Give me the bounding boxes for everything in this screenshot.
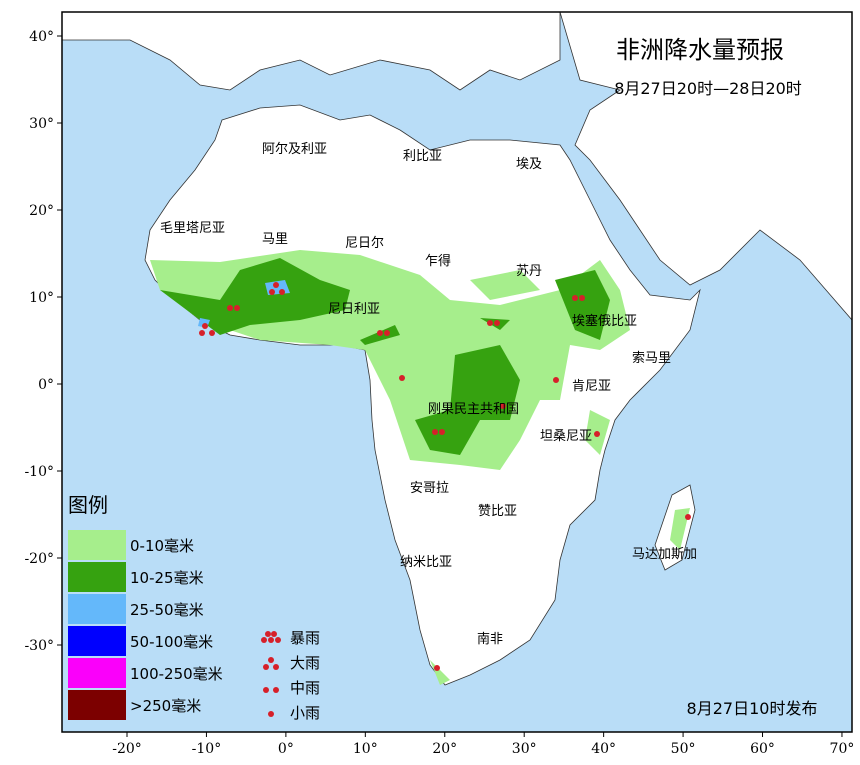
symbol-label: 中雨: [290, 679, 320, 697]
legend-label: 25-50毫米: [130, 601, 204, 619]
country-label: 索马里: [632, 351, 671, 366]
legend-swatch: [68, 530, 126, 560]
legend-label: 50-100毫米: [130, 633, 213, 651]
issued-note: 8月27日10时发布: [687, 699, 818, 718]
asia: [559, 12, 852, 321]
x-tick-label: -10°: [192, 741, 222, 757]
country-label: 安哥拉: [410, 481, 449, 496]
symbol-label: 暴雨: [290, 629, 320, 647]
legend-swatch: [68, 690, 126, 720]
x-tick-label: 30°: [512, 741, 537, 757]
country-label: 埃塞俄比亚: [572, 313, 637, 329]
x-tick-label: 0°: [278, 741, 294, 757]
issued-box: [668, 697, 848, 727]
x-tick-label: 40°: [591, 741, 616, 757]
legend-label: 10-25毫米: [130, 569, 204, 587]
symbol-icons: [261, 631, 281, 717]
frame: [61, 11, 853, 733]
country-label: 阿尔及利亚: [262, 142, 327, 157]
symbol-label: 大雨: [290, 654, 320, 672]
legend-swatch: [68, 562, 126, 592]
country-label: 赞比亚: [478, 504, 517, 519]
symbol-label: 小雨: [290, 704, 320, 722]
y-tick-label: 30°: [29, 116, 54, 132]
legend-swatch: [68, 594, 126, 624]
country-label: 马达加斯加: [632, 547, 697, 562]
y-tick-label: -30°: [24, 638, 54, 654]
x-tick-label: -20°: [112, 741, 142, 757]
y-tick-label: 20°: [29, 203, 54, 219]
country-label: 尼日尔: [345, 236, 384, 251]
country-label: 南非: [477, 631, 503, 647]
legend-swatch: [68, 658, 126, 688]
y-tick-label: 10°: [29, 290, 54, 306]
y-tick-label: -10°: [24, 464, 54, 480]
country-label: 刚果民主共和国: [428, 402, 519, 417]
legend-label: >250毫米: [130, 697, 201, 715]
country-label: 纳米比亚: [400, 555, 452, 570]
legend-label: 0-10毫米: [130, 537, 194, 555]
europe: [62, 12, 561, 91]
country-label: 尼日利亚: [328, 302, 380, 317]
legend-label: 100-250毫米: [130, 665, 223, 683]
country-label: 毛里塔尼亚: [160, 221, 225, 236]
map-title: 非洲降水量预报: [616, 36, 784, 64]
country-label: 苏丹: [516, 263, 542, 279]
legend-title: 图例: [68, 493, 108, 517]
x-tick-label: 20°: [432, 741, 457, 757]
x-tick-label: 50°: [671, 741, 696, 757]
legend-swatch: [68, 626, 126, 656]
country-label: 马里: [262, 232, 288, 247]
x-tick-label: 10°: [353, 741, 378, 757]
country-label: 利比亚: [403, 149, 442, 164]
y-tick-label: -20°: [24, 551, 54, 567]
rain-dots: [199, 282, 691, 671]
country-label: 乍得: [425, 253, 451, 269]
y-tick-label: 40°: [29, 29, 54, 45]
country-label: 肯尼亚: [572, 379, 611, 394]
x-tick-label: 70°: [830, 741, 855, 757]
y-tick-label: 0°: [38, 377, 54, 393]
country-label: 坦桑尼亚: [540, 429, 592, 444]
map-subtitle: 8月27日20时—28日20时: [614, 79, 802, 98]
x-tick-label: 60°: [750, 741, 775, 757]
rain-areas: [150, 250, 690, 685]
country-label: 埃及: [516, 157, 542, 172]
